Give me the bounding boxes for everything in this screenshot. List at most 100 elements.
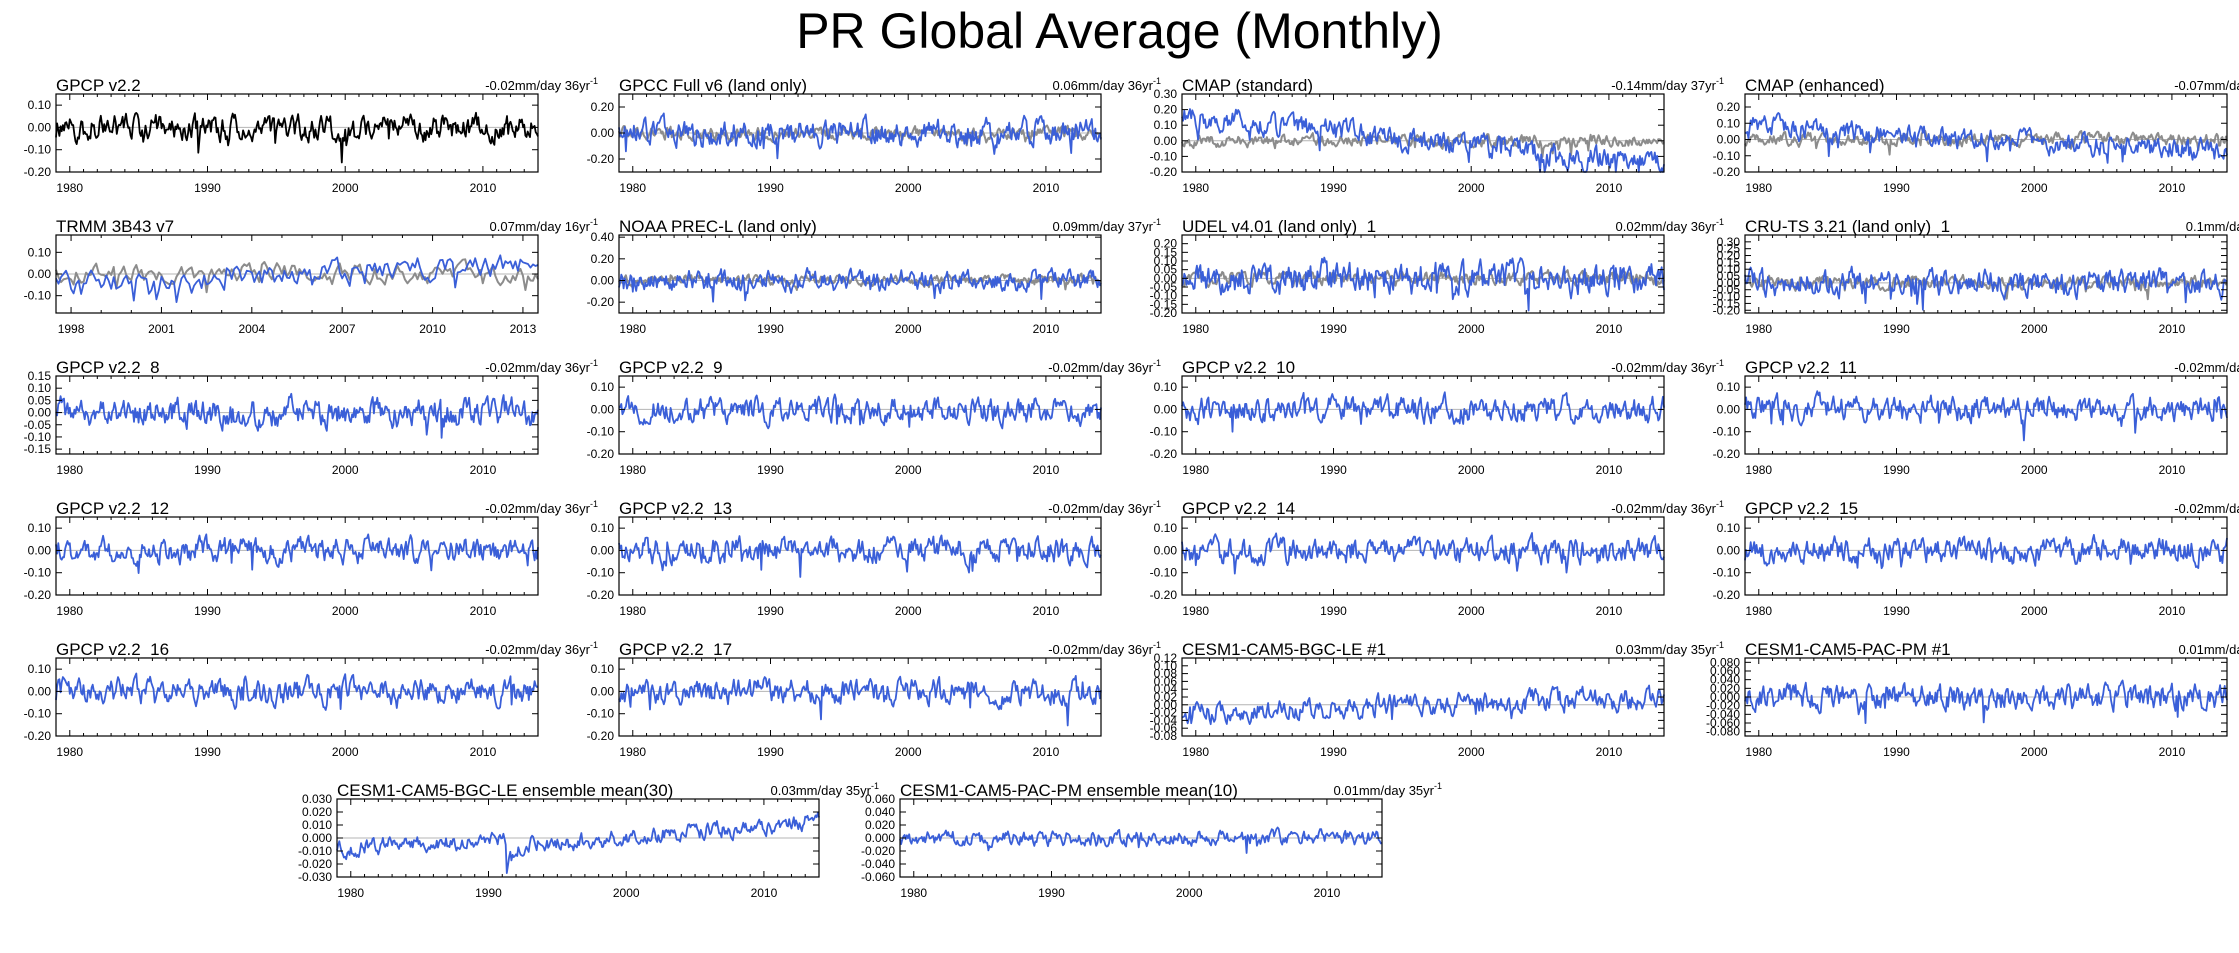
trend-exponent: -1: [1152, 358, 1161, 368]
chart-panel: TRMM 3B43 v7 0.07mm/day 16yr-1 1998 2001 200…: [24, 217, 598, 347]
y-tick-label: 0.10: [28, 98, 52, 112]
x-tick-label: 2000: [332, 463, 359, 477]
y-tick-label: -0.20: [587, 295, 615, 309]
chart-panel: GPCP v2.2_10 -0.02mm/day 36yr-1 1980 1990 20…: [1150, 358, 1724, 488]
y-tick-label: 0.05: [1717, 269, 1741, 283]
y-tick-label: 0.10: [1154, 118, 1178, 132]
y-tick-label: 0.10: [591, 662, 615, 676]
x-tick-label: 2013: [510, 322, 537, 336]
series-line-main: [618, 393, 1102, 430]
x-tick-label: 1980: [1745, 745, 1772, 759]
series-line-main: [1181, 684, 1665, 726]
x-tick-label: 2007: [329, 322, 356, 336]
x-tick-label: 1990: [475, 886, 502, 900]
x-tick-label: 1980: [619, 181, 646, 195]
trend-value: 0.03mm/day 35yr: [770, 783, 871, 798]
plot-area: 1980 1990 2000 2010 0.20 0.10 0.00 -0.10 -0.20: [1713, 93, 2228, 195]
x-tick-label: 1990: [1883, 463, 1910, 477]
plot-area: 1980 1990 2000 2010 0.200.150.100.050.00-0.0…: [1150, 234, 1665, 336]
y-tick-label: -0.20: [24, 729, 52, 743]
y-tick-label: 0.020: [865, 818, 895, 832]
trend-exponent: -1: [1152, 76, 1161, 86]
y-tick-label: 0.10: [1717, 380, 1741, 394]
x-tick-label: 2010: [2159, 604, 2186, 618]
panel-trend-label: -0.02mm/day 36yr-1: [485, 640, 598, 657]
y-tick-label: 0.060: [865, 792, 895, 806]
x-tick-label: 2010: [1596, 463, 1623, 477]
y-tick-label: 0.00: [28, 120, 52, 134]
y-tick-label: 0.00: [1717, 402, 1741, 416]
panel-title: GPCP v2.2_9: [619, 358, 723, 377]
y-tick-label: -0.10: [1713, 290, 1741, 304]
panel-title: CESM1-CAM5-BGC-LE #1: [1182, 640, 1387, 659]
y-tick-label: -0.10: [24, 289, 52, 303]
y-tick-label: 0.15: [1717, 255, 1741, 269]
y-tick-label: -0.10: [587, 425, 615, 439]
panel-trend-label: 0.03mm/day 35yr-1: [1616, 640, 1724, 657]
trend-exponent: -1: [1715, 217, 1724, 227]
y-tick-label: -0.040: [1706, 707, 1740, 721]
trend-value: 0.01mm/day 35yr: [2178, 642, 2239, 657]
trend-value: 0.09mm/day 37yr: [1052, 219, 1153, 234]
y-tick-label: 0.20: [1154, 103, 1178, 117]
y-tick-label: 0.10: [28, 521, 52, 535]
y-tick-label: 0.20: [591, 100, 615, 114]
plot-frame: [1744, 93, 2228, 173]
panel-title: GPCP v2.2_16: [56, 640, 170, 659]
chart-panel: CESM1-CAM5-PAC-PM ensemble mean(10) 0.01m…: [861, 781, 1442, 911]
y-tick-label: 0.10: [1717, 116, 1741, 130]
series-line-main: [1181, 256, 1665, 312]
chart-panel: CESM1-CAM5-BGC-LE ensemble mean(30) 0.03m…: [298, 781, 879, 911]
trend-exponent: -1: [589, 358, 598, 368]
chart-panel: GPCP v2.2_8 -0.02mm/day 36yr-1 1980 1990 200…: [24, 358, 598, 488]
panel-trend-label: 0.02mm/day 36yr-1: [1616, 217, 1724, 234]
y-tick-label: 0.00: [28, 267, 52, 281]
trend-exponent: -1: [1715, 640, 1724, 650]
panel-title: GPCP v2.2: [56, 76, 141, 95]
plot-frame: [1181, 516, 1665, 596]
y-tick-label: -0.10: [1150, 566, 1178, 580]
chart-panel: GPCP v2.2_12 -0.02mm/day 36yr-1 1980 1990 20…: [24, 499, 598, 629]
y-tick-label: 0.05: [28, 393, 52, 407]
plot-area: 1980 1990 2000 2010 0.10 0.00 -0.10 -0.20: [1713, 516, 2228, 618]
y-tick-label: 0.010: [302, 818, 332, 832]
x-tick-label: 1980: [56, 181, 83, 195]
y-tick-label: 0.10: [1717, 521, 1741, 535]
x-tick-label: 1980: [619, 463, 646, 477]
plot-area: 1980 1990 2000 2010 0.20 0.00 -0.20: [587, 93, 1102, 195]
x-tick-label: 2000: [2021, 181, 2048, 195]
plot-frame: [55, 375, 539, 455]
x-tick-label: 1990: [1038, 886, 1065, 900]
panel-trend-label: 0.01mm/day 35yr-1: [2179, 642, 2239, 657]
series-line-reference: [55, 258, 539, 294]
plot-area: 1980 1990 2000 20100.0600.0400.0200.000-0.0…: [861, 792, 1383, 900]
trend-value: 0.01mm/day 35yr: [1333, 783, 1434, 798]
y-tick-label: 0.10: [1717, 262, 1741, 276]
x-tick-label: 2010: [1596, 604, 1623, 618]
x-tick-label: 1998: [58, 322, 85, 336]
x-tick-label: 1980: [619, 745, 646, 759]
x-tick-label: 2000: [895, 181, 922, 195]
y-tick-label: -0.10: [24, 430, 52, 444]
y-tick-label: 0.000: [865, 831, 895, 845]
x-tick-label: 1990: [1320, 463, 1347, 477]
x-tick-label: 1990: [757, 181, 784, 195]
series-line-main: [1744, 265, 2228, 311]
x-tick-label: 1980: [1182, 463, 1209, 477]
y-tick-label: 0.00: [28, 684, 52, 698]
trend-value: -0.02mm/day 36yr: [1048, 642, 1153, 657]
y-tick-label: -0.10: [24, 707, 52, 721]
plot-area: 1980 1990 2000 2010 0.10 0.00 -0.10 -0.20: [24, 657, 539, 759]
trend-exponent: -1: [589, 640, 598, 650]
trend-exponent: -1: [1152, 640, 1161, 650]
x-tick-label: 2010: [2159, 322, 2186, 336]
y-tick-label: 0.040: [865, 805, 895, 819]
plot-area: 1980 1990 2000 2010 0.40 0.20 0.00 -0.20: [587, 230, 1102, 336]
y-tick-label: 0.00: [591, 126, 615, 140]
panel-trend-label: 0.06mm/day 36yr-1: [1053, 76, 1161, 93]
y-tick-label: 0.000: [302, 831, 332, 845]
trend-value: -0.02mm/day 36yr: [485, 78, 590, 93]
x-tick-label: 2010: [470, 463, 497, 477]
y-tick-label: 0.00: [591, 684, 615, 698]
x-tick-label: 2000: [895, 745, 922, 759]
